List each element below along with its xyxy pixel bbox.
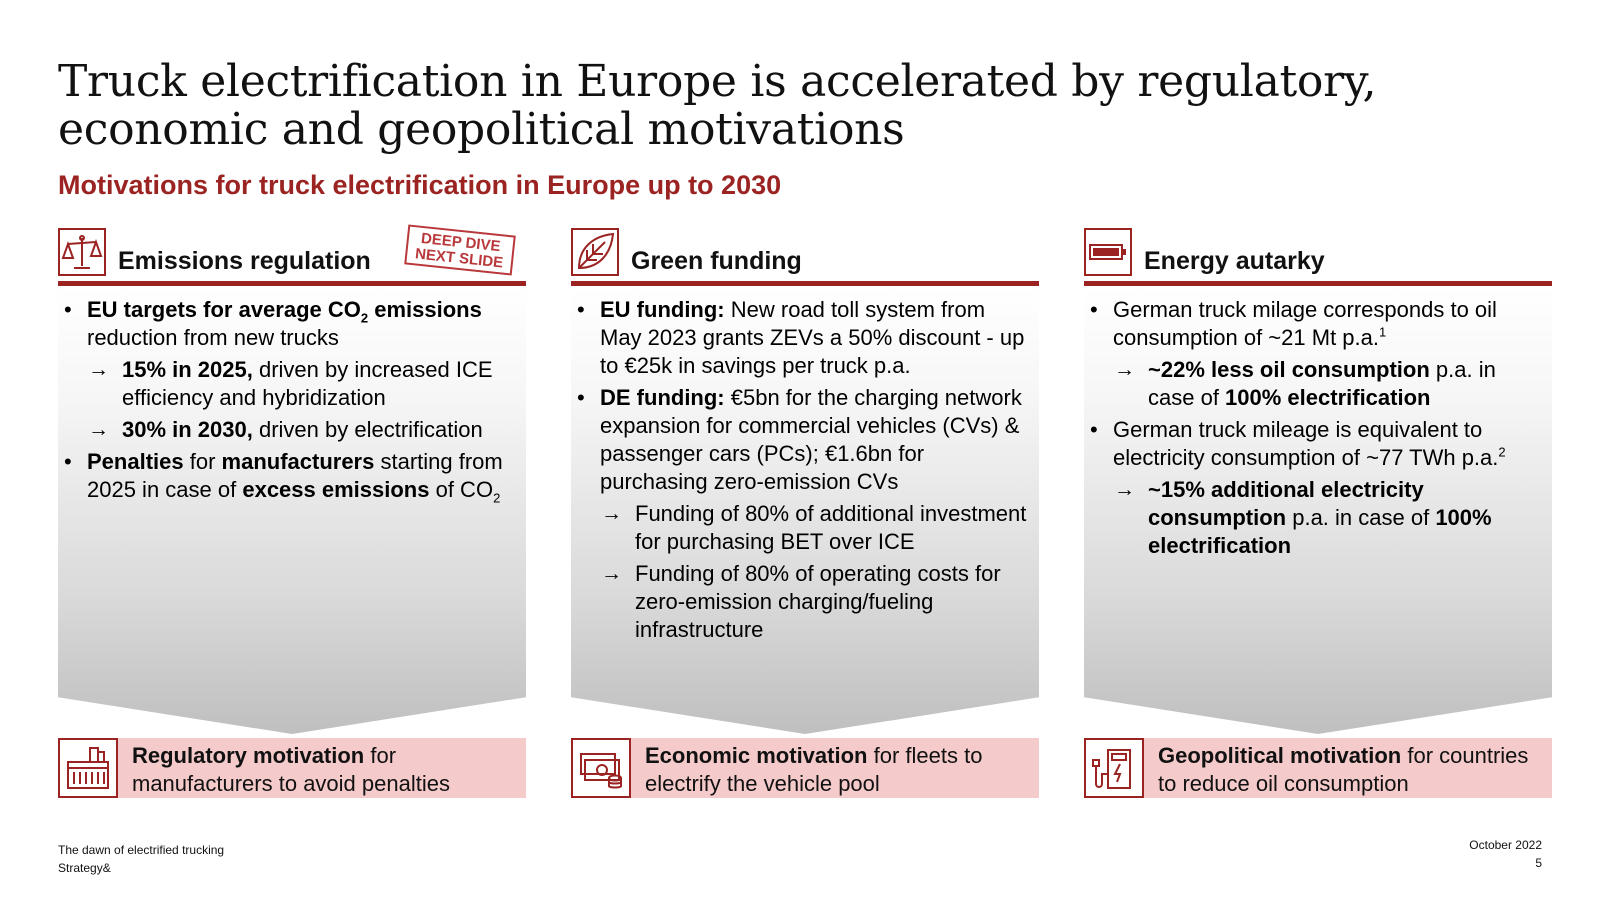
sub-bullet-investment: Funding of 80% of additional investment … [571,500,1031,556]
sub-bullet-operating-costs: Funding of 80% of operating costs for ze… [571,560,1031,644]
motivation-text: Geopolitical motivation for countries to… [1158,743,1529,796]
column-header: Green funding [571,224,1039,286]
column-title: Emissions regulation [118,247,371,275]
sub-bullet-additional-electricity: ~15% additional electricity consumption … [1084,476,1544,560]
factory-icon [58,738,118,798]
sub-bullet-2025: 15% in 2025, driven by increased ICE eff… [58,356,518,412]
motivation-text: Regulatory motivation for manufacturers … [132,743,450,796]
column-title: Energy autarky [1144,247,1325,275]
column-header: Emissions regulation DEEP DIVE NEXT SLID… [58,224,526,286]
brand-name: Strategy& [58,861,111,875]
column-divider [58,281,526,286]
column-body: German truck milage corresponds to oil c… [1084,286,1552,734]
money-icon [571,738,631,798]
column-emissions-regulation: Emissions regulation DEEP DIVE NEXT SLID… [58,224,526,798]
bullet-oil-consumption: German truck milage corresponds to oil c… [1084,296,1544,352]
motivation-box: Economic motivation for fleets to electr… [571,738,1039,798]
report-date: October 2022 [1469,838,1542,852]
bullet-de-funding: DE funding: €5bn for the charging networ… [571,384,1031,496]
page-number: 5 [1535,856,1542,870]
page-subtitle: Motivations for truck electrification in… [58,170,782,200]
leaf-icon [571,228,619,276]
motivation-text: Economic motivation for fleets to electr… [645,743,983,796]
column-divider [1084,281,1552,286]
column-body: EU funding: New road toll system from Ma… [571,286,1039,734]
column-body: EU targets for average CO2 emissions red… [58,286,526,734]
column-header: Energy autarky [1084,224,1552,286]
column-energy-autarky: Energy autarky German truck milage corre… [1084,224,1552,798]
bullet-electricity-consumption: German truck mileage is equivalent to el… [1084,416,1544,472]
sub-bullet-2030: 30% in 2030, driven by electrification [58,416,518,444]
bullet-eu-funding: EU funding: New road toll system from Ma… [571,296,1031,380]
column-divider [571,281,1039,286]
report-title: The dawn of electrified trucking [58,843,225,857]
footer-left: The dawn of electrified trucking Strateg… [58,841,224,877]
footer-right: October 2022 5 [1469,836,1542,872]
battery-icon [1084,228,1132,276]
bullet-eu-targets: EU targets for average CO2 emissions red… [58,296,518,352]
sub-bullet-less-oil: ~22% less oil consumption p.a. in case o… [1084,356,1544,412]
charging-station-icon [1084,738,1144,798]
scales-icon [58,228,106,276]
bullet-penalties: Penalties for manufacturers starting fro… [58,448,518,504]
page-title: Truck electrification in Europe is accel… [58,56,1377,155]
motivation-box: Geopolitical motivation for countries to… [1084,738,1552,798]
column-green-funding: Green funding EU funding: New road toll … [571,224,1039,798]
deep-dive-stamp: DEEP DIVE NEXT SLIDE [404,224,516,276]
motivation-box: Regulatory motivation for manufacturers … [58,738,526,798]
column-title: Green funding [631,247,802,275]
